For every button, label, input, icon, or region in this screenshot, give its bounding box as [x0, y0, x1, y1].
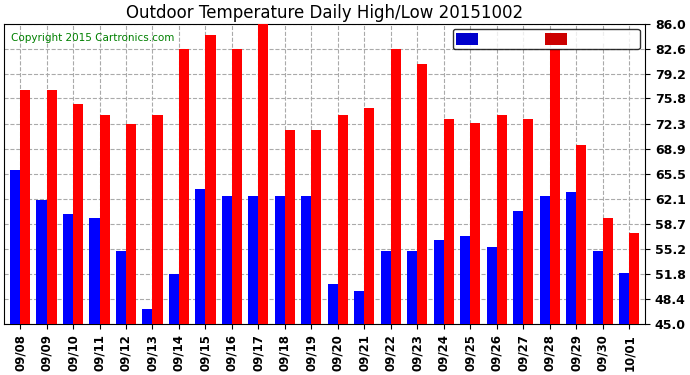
Bar	[328, 284, 338, 324]
Legend: Low  (°F), High  (°F): Low (°F), High (°F)	[453, 29, 640, 49]
Bar	[513, 210, 523, 324]
Bar	[142, 309, 152, 324]
Bar	[63, 214, 73, 324]
Bar	[10, 170, 20, 324]
Bar	[259, 24, 268, 324]
Bar	[593, 251, 603, 324]
Bar	[354, 291, 364, 324]
Bar	[550, 49, 560, 324]
Bar	[417, 64, 427, 324]
Bar	[391, 49, 401, 324]
Bar	[434, 240, 444, 324]
Title: Outdoor Temperature Daily High/Low 20151002: Outdoor Temperature Daily High/Low 20151…	[126, 4, 523, 22]
Bar	[629, 232, 639, 324]
Bar	[460, 236, 471, 324]
Bar	[444, 119, 454, 324]
Bar	[566, 192, 576, 324]
Text: Copyright 2015 Cartronics.com: Copyright 2015 Cartronics.com	[10, 33, 174, 43]
Bar	[275, 196, 285, 324]
Bar	[302, 196, 311, 324]
Bar	[540, 196, 550, 324]
Bar	[471, 123, 480, 324]
Bar	[169, 274, 179, 324]
Bar	[576, 145, 586, 324]
Bar	[311, 130, 322, 324]
Bar	[248, 196, 259, 324]
Bar	[206, 35, 215, 324]
Bar	[285, 130, 295, 324]
Bar	[603, 218, 613, 324]
Bar	[222, 196, 232, 324]
Bar	[73, 104, 83, 324]
Bar	[195, 189, 206, 324]
Bar	[37, 200, 46, 324]
Bar	[364, 108, 375, 324]
Bar	[486, 247, 497, 324]
Bar	[20, 90, 30, 324]
Bar	[407, 251, 417, 324]
Bar	[381, 251, 391, 324]
Bar	[619, 273, 629, 324]
Bar	[99, 115, 110, 324]
Bar	[90, 218, 99, 324]
Bar	[497, 115, 507, 324]
Bar	[116, 251, 126, 324]
Bar	[232, 49, 242, 324]
Bar	[126, 124, 136, 324]
Bar	[338, 115, 348, 324]
Bar	[523, 119, 533, 324]
Bar	[179, 49, 189, 324]
Bar	[152, 115, 163, 324]
Bar	[46, 90, 57, 324]
